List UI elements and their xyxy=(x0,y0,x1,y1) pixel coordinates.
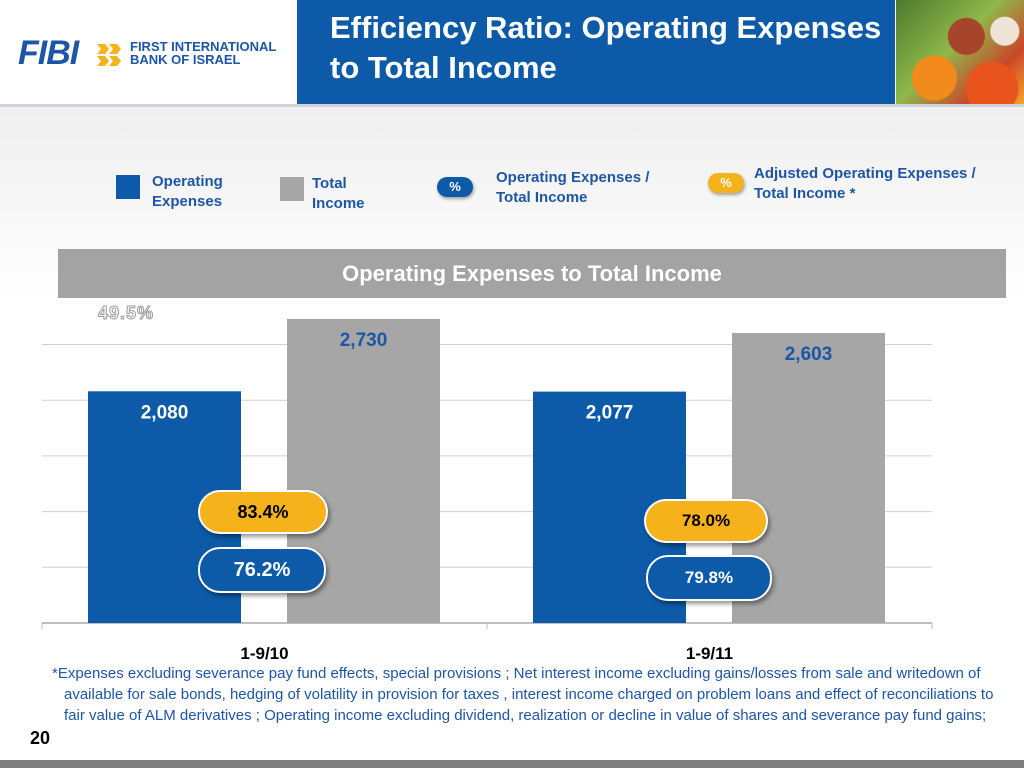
ratio-pill: 76.2% xyxy=(198,547,326,593)
logo-line-1: FIRST INTERNATIONAL xyxy=(130,39,277,54)
footnote-text: *Expenses excluding severance pay fund e… xyxy=(52,665,994,724)
legend-pill-ratio: % xyxy=(437,177,473,197)
bar-value-label: 2,730 xyxy=(340,330,388,351)
bar-value-label: 2,077 xyxy=(586,403,634,424)
footnote: *Expenses excluding severance pay fund e… xyxy=(52,663,999,726)
bar-value-label: 2,080 xyxy=(141,402,189,423)
logo-mark-icon xyxy=(97,44,121,66)
legend-label-total-income: Total Income xyxy=(312,175,365,212)
title-band: Efficiency Ratio: Operating Expenses to … xyxy=(297,0,895,104)
ghost-text: 49.5% xyxy=(97,303,155,324)
bottom-divider xyxy=(0,760,1024,768)
ratio-pill: 79.8% xyxy=(646,555,772,601)
header-photo xyxy=(896,0,1024,104)
logo: FIBI FIRST INTERNATIONAL BANK OF ISRAEL xyxy=(0,0,290,104)
chart-title-bar: Operating Expenses to Total Income xyxy=(58,249,1006,298)
legend-label-operating-expenses: Operating Expenses xyxy=(152,173,223,210)
page-number: 20 xyxy=(30,728,51,748)
logo-brand: FIBI xyxy=(18,34,79,72)
legend-swatch-operating-expenses xyxy=(116,175,140,199)
legend-pill-adjusted-ratio: % xyxy=(708,173,744,193)
legend-label-adjusted-ratio: Adjusted Operating Expenses / Total Incom… xyxy=(754,165,976,202)
category-label: 1-9/11 xyxy=(686,644,733,663)
chart-title: Operating Expenses to Total Income xyxy=(342,261,722,286)
legend-label-ratio: Operating Expenses / Total Income xyxy=(496,169,650,206)
header-divider xyxy=(0,104,1024,107)
page-title: Efficiency Ratio: Operating Expenses to … xyxy=(330,10,882,85)
adjusted-ratio-pill: 78.0% xyxy=(644,499,768,543)
logo-line-2: BANK OF ISRAEL xyxy=(130,52,241,67)
category-label: 1-9/10 xyxy=(240,644,288,663)
adjusted-ratio-pill: 83.4% xyxy=(198,490,328,534)
bar-value-label: 2,603 xyxy=(785,344,833,365)
header: FIBI FIRST INTERNATIONAL BANK OF ISRAEL … xyxy=(0,0,1024,107)
logo-text: FIRST INTERNATIONAL BANK OF ISRAEL xyxy=(130,40,276,66)
legend-swatch-total-income xyxy=(280,177,304,201)
